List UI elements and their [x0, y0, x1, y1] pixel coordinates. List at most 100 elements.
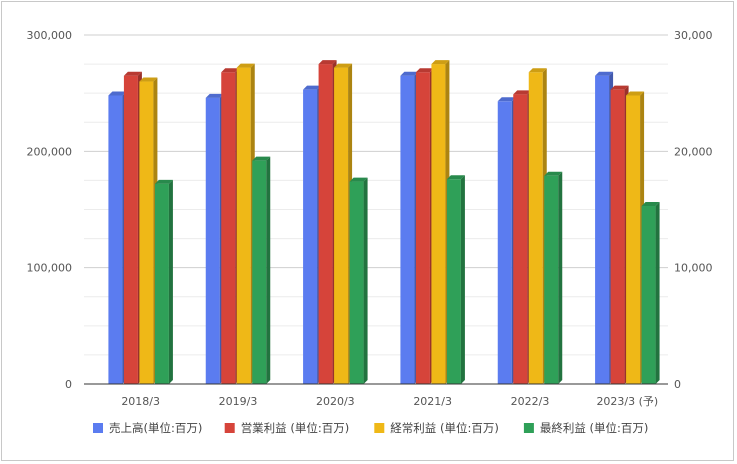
- bar: [544, 171, 563, 384]
- bar-front: [303, 89, 318, 384]
- bar-top: [641, 202, 660, 207]
- bar: [154, 179, 173, 384]
- bar-top: [108, 91, 127, 96]
- bar-top: [626, 91, 645, 96]
- bar: [513, 90, 532, 384]
- bar: [626, 91, 645, 384]
- bar-side: [460, 175, 465, 384]
- bar-top: [318, 60, 337, 65]
- bar-top: [497, 97, 516, 102]
- bar-front: [205, 97, 220, 384]
- bar: [595, 71, 614, 384]
- bar-front: [123, 75, 138, 384]
- bar-side: [266, 156, 271, 384]
- bar-front: [431, 64, 446, 384]
- bar-top: [446, 175, 465, 180]
- bar-top: [221, 68, 240, 73]
- bar-top: [334, 63, 353, 68]
- right-tick-label: 0: [674, 378, 681, 391]
- bar-front: [349, 181, 364, 384]
- legend: 売上高(単位:百万) 営業利益 (単位:百万) 経常利益 (単位:百万) 最終利益 (…: [93, 421, 648, 435]
- left-tick-label: 200,000: [27, 145, 73, 158]
- bar: [497, 97, 516, 384]
- legend-item: 営業利益 (単位:百万): [224, 421, 350, 435]
- bar-top: [139, 77, 158, 82]
- legend-label: 営業利益 (単位:百万): [241, 421, 350, 435]
- bar: [318, 60, 337, 384]
- bar-top: [154, 179, 173, 184]
- bar: [446, 175, 465, 384]
- bar-top: [236, 63, 255, 68]
- bar: [139, 77, 158, 385]
- bar: [415, 68, 434, 384]
- bar-front: [252, 160, 267, 384]
- bar-front: [641, 206, 656, 384]
- bar-front: [626, 95, 641, 384]
- bar-front: [400, 75, 415, 384]
- bar-top: [528, 68, 547, 73]
- bar-top: [400, 71, 419, 76]
- bar: [221, 68, 240, 384]
- bar: [303, 85, 322, 384]
- left-tick-label: 100,000: [27, 262, 73, 275]
- category-label: 2022/3: [511, 395, 550, 408]
- bar: [400, 71, 419, 384]
- bar-front: [497, 101, 512, 384]
- bar-front: [318, 64, 333, 384]
- bar-front: [415, 72, 430, 384]
- bar: [349, 177, 368, 384]
- left-axis-ticks: 0 100,000 200,000 300,000: [27, 29, 73, 391]
- bar: [431, 60, 450, 384]
- legend-label: 最終利益 (単位:百万): [540, 421, 649, 435]
- bar: [205, 93, 224, 384]
- bar: [252, 156, 271, 384]
- bar-top: [544, 171, 563, 176]
- category-label: 2021/3: [413, 395, 452, 408]
- bar-front: [513, 94, 528, 384]
- bar-front: [528, 72, 543, 384]
- bar: [528, 68, 547, 384]
- bar-front: [154, 183, 169, 384]
- x-axis-ticks: 2018/3 2019/3 2020/3 2021/3 2022/3 2023/3 (予): [121, 395, 658, 408]
- legend-label: 経常利益 (単位:百万): [390, 421, 499, 435]
- bar-top: [595, 71, 614, 76]
- category-label: 2019/3: [219, 395, 258, 408]
- left-tick-label: 0: [65, 378, 72, 391]
- legend-swatch: [374, 423, 385, 433]
- bar-front: [236, 67, 251, 384]
- bar-top: [252, 156, 271, 161]
- bar-side: [655, 202, 660, 384]
- bar-front: [610, 89, 625, 384]
- bar-front: [446, 179, 461, 384]
- legend-swatch: [93, 423, 103, 433]
- bar-top: [303, 85, 322, 90]
- gridlines: [84, 34, 668, 356]
- legend-swatch: [224, 423, 235, 433]
- bar-top: [513, 90, 532, 95]
- bar-front: [544, 175, 559, 384]
- bar-top: [610, 85, 629, 90]
- legend-item: 経常利益 (単位:百万): [374, 421, 499, 435]
- bars: [108, 60, 660, 385]
- bar: [123, 71, 142, 384]
- category-label: 2023/3 (予): [596, 395, 658, 408]
- bar-front: [139, 81, 154, 385]
- bar-front: [595, 75, 610, 384]
- right-tick-label: 30,000: [674, 29, 713, 42]
- bar: [108, 91, 127, 384]
- legend-item: 最終利益 (単位:百万): [523, 421, 649, 435]
- bar-front: [221, 72, 236, 384]
- legend-swatch: [523, 423, 534, 433]
- bar: [334, 63, 353, 384]
- bar: [236, 63, 255, 384]
- bar-side: [363, 177, 368, 384]
- bar-front: [108, 95, 123, 384]
- bar-front: [334, 67, 349, 384]
- right-tick-label: 20,000: [674, 145, 713, 158]
- legend-item: 売上高(単位:百万): [93, 421, 202, 435]
- legend-label: 売上高(単位:百万): [109, 421, 202, 435]
- bar-top: [349, 177, 368, 182]
- bar-side: [558, 171, 563, 384]
- left-tick-label: 300,000: [27, 29, 73, 42]
